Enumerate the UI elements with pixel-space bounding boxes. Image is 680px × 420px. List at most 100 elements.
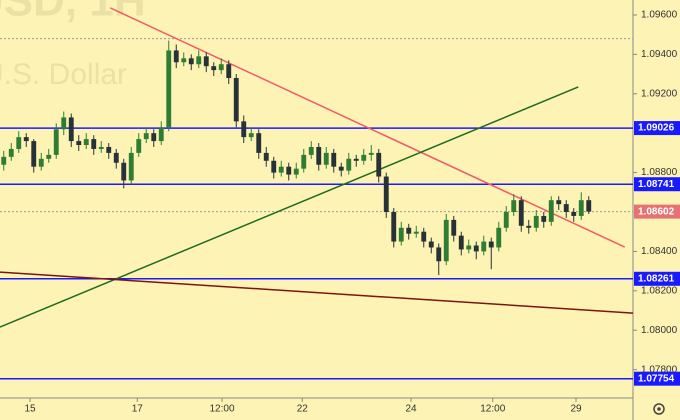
settings-icon[interactable] <box>653 403 665 415</box>
candle-body <box>421 231 427 242</box>
x-tick-label: 29 <box>570 404 582 415</box>
y-tick-label: 1.07800 <box>641 364 678 375</box>
candle-body <box>61 117 67 130</box>
candle-body <box>548 200 554 222</box>
candle-body <box>241 121 247 138</box>
candle-body <box>68 117 74 142</box>
candle-body <box>83 139 89 146</box>
candle-body <box>151 133 157 142</box>
trendline <box>0 86 579 328</box>
candle-body <box>196 56 202 65</box>
candle-body <box>166 50 172 128</box>
y-tick-label: 1.09200 <box>641 88 678 99</box>
candle-body <box>443 219 449 262</box>
x-tick-label: 17 <box>132 404 144 415</box>
candle-body <box>563 204 569 213</box>
candle-body <box>496 227 502 248</box>
candle-body <box>23 137 29 142</box>
candle-body <box>128 152 134 181</box>
x-tick-label: 12:00 <box>480 404 505 415</box>
watermark-title: USD, 1H <box>0 0 146 26</box>
candle-body <box>158 127 164 142</box>
candle-body <box>106 146 112 153</box>
level-label: 1.08741 <box>638 179 675 190</box>
x-tick-label: 12:00 <box>209 404 234 415</box>
candle-body <box>473 245 479 252</box>
candle-body <box>271 160 277 173</box>
candle-body <box>488 241 494 248</box>
candle-body <box>503 212 509 228</box>
trendline <box>109 7 626 248</box>
candle-body <box>181 58 187 63</box>
candle-body <box>98 146 104 149</box>
candle-body <box>361 154 367 161</box>
candle-body <box>31 141 37 167</box>
y-tick-label: 1.08400 <box>641 246 678 257</box>
candle-body <box>398 227 404 242</box>
candle-body <box>586 200 592 212</box>
gear[interactable] <box>653 403 665 415</box>
candle-body <box>46 154 52 159</box>
candle-body <box>541 215 547 222</box>
candle-body <box>526 225 532 228</box>
candle-body <box>316 146 322 165</box>
candle-body <box>293 168 299 175</box>
candle-body <box>278 166 284 173</box>
gear-center[interactable] <box>657 407 661 411</box>
y-tick-label: 1.08800 <box>641 167 678 178</box>
candle-body <box>211 66 217 71</box>
level-label-box <box>634 371 680 386</box>
x-tick-label: 22 <box>297 404 309 415</box>
candle-body <box>248 133 254 138</box>
candle-body <box>136 139 142 153</box>
candle-body <box>308 146 314 155</box>
x-tick-label: 24 <box>405 404 417 415</box>
candle-body <box>286 166 292 175</box>
candle-body <box>226 64 232 79</box>
candle-body <box>413 231 419 234</box>
candle-body <box>511 200 517 213</box>
candle-body <box>233 78 239 122</box>
candle-body <box>1 156 7 165</box>
level-label-box <box>634 177 680 192</box>
candle-body <box>8 148 14 157</box>
candle-body <box>458 235 464 250</box>
candle-body <box>436 247 442 262</box>
level-label: 1.08261 <box>638 273 675 284</box>
y-tick-label: 1.08200 <box>641 285 678 296</box>
candle-body <box>353 158 359 161</box>
candle-body <box>76 141 82 146</box>
candle-body <box>428 241 434 248</box>
watermark-subtitle: U.S. Dollar <box>0 58 127 91</box>
candle-body <box>391 212 397 242</box>
candle-body <box>368 152 374 155</box>
current-price-box <box>634 204 680 219</box>
level-label-box <box>634 271 680 286</box>
candle-body <box>256 133 262 153</box>
trendline <box>0 271 634 314</box>
candle-body <box>143 133 149 140</box>
candle-body <box>556 200 562 205</box>
candle-body <box>188 58 194 65</box>
candle-body <box>263 152 269 161</box>
candle-body <box>121 162 127 181</box>
candle-body <box>518 200 524 226</box>
y-tick-label: 1.09600 <box>641 10 678 21</box>
level-label: 1.09026 <box>638 123 675 134</box>
candle-body <box>578 200 584 216</box>
candle-body <box>346 158 352 171</box>
candle-body <box>173 50 179 63</box>
x-tick-label: 15 <box>24 404 36 415</box>
candle-body <box>38 158 44 167</box>
candle-body <box>91 139 97 149</box>
candle-body <box>113 152 119 163</box>
candle-body <box>376 152 382 177</box>
candle-body <box>203 56 209 67</box>
candle-body <box>466 245 472 250</box>
candle-body <box>301 154 307 169</box>
candle-body <box>218 64 224 71</box>
candle-body <box>406 227 412 234</box>
level-label: 1.07754 <box>638 373 675 384</box>
candle-body <box>533 215 539 228</box>
